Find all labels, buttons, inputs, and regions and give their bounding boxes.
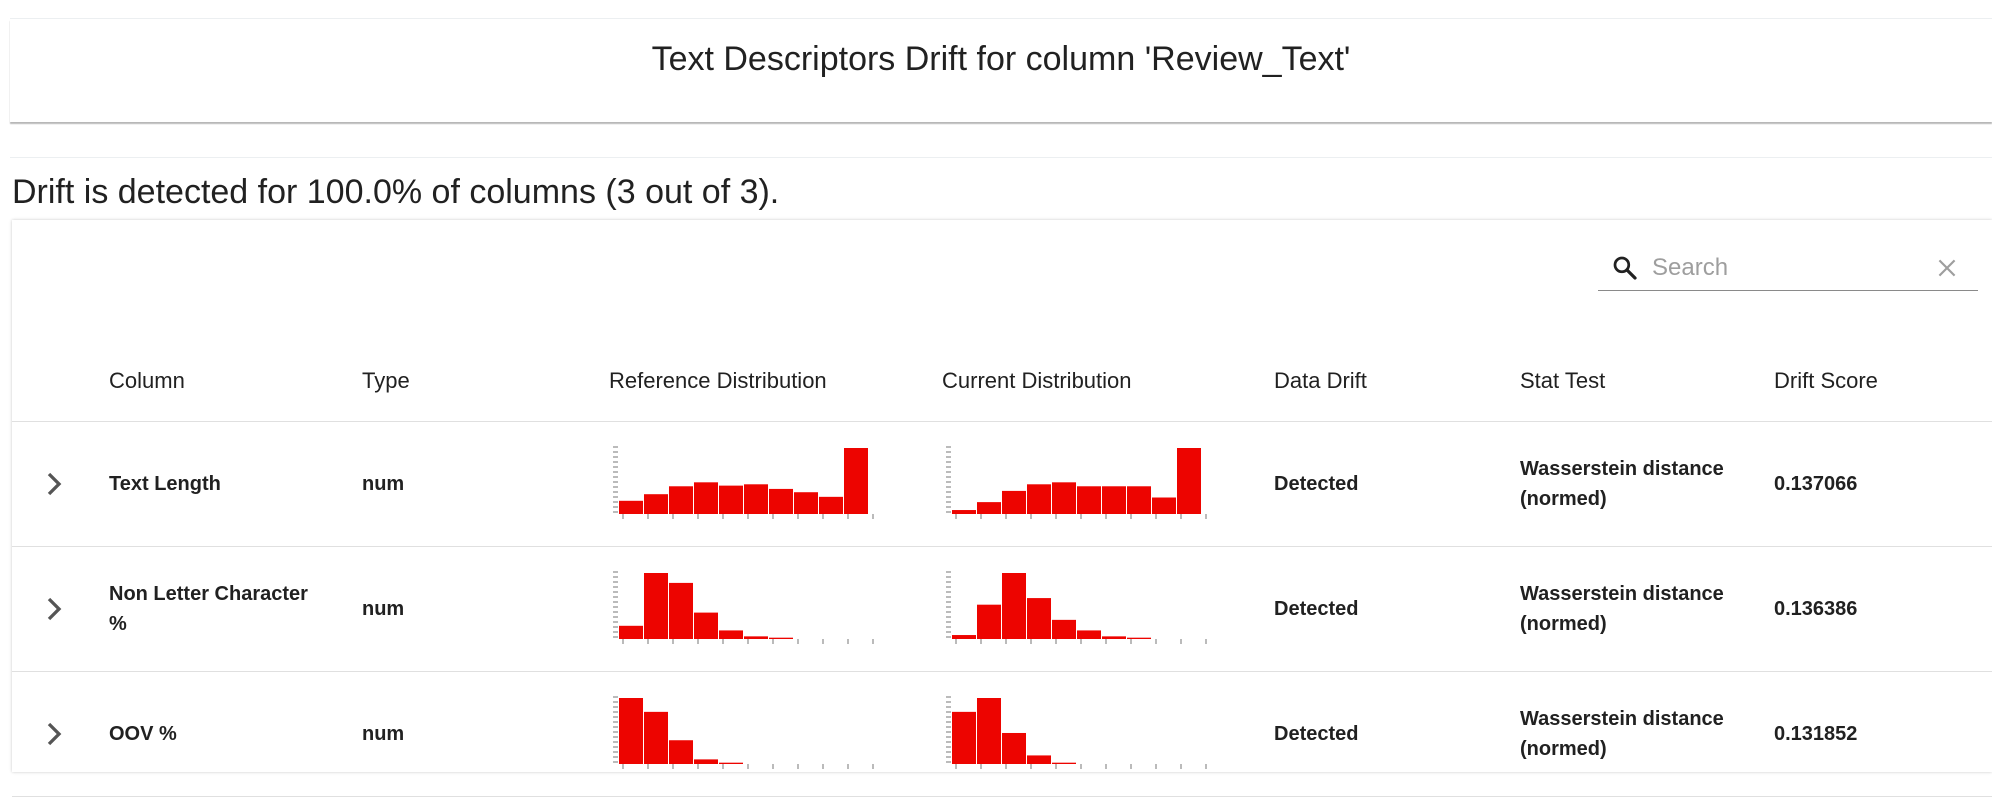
page-title: Text Descriptors Drift for column 'Revie… <box>651 40 1351 78</box>
histogram-bar <box>952 510 976 514</box>
histogram-bar <box>1002 490 1026 514</box>
histogram-bar <box>1027 755 1051 764</box>
drift-score: 0.136386 <box>1774 597 1858 620</box>
histogram-bar <box>1177 448 1201 514</box>
header-drift-score[interactable]: Drift Score <box>1774 368 1878 393</box>
current-distribution-histogram <box>946 571 1207 644</box>
header-type[interactable]: Type <box>362 368 410 393</box>
histogram-bar <box>769 637 793 639</box>
current-distribution-histogram <box>946 446 1207 519</box>
histogram-bar <box>794 492 818 514</box>
histogram-bar <box>769 488 793 514</box>
histogram-bar <box>819 496 843 514</box>
header-data-drift[interactable]: Data Drift <box>1274 368 1367 393</box>
drift-score: 0.137066 <box>1774 472 1858 495</box>
histogram-bar <box>719 485 743 514</box>
column-name: OOV % <box>109 722 177 745</box>
histogram-bar <box>644 711 668 764</box>
histogram-bar <box>669 582 693 639</box>
column-name: Text Length <box>109 472 221 495</box>
histogram-bar <box>619 625 643 639</box>
table-row: Non Letter Character % num Detected Wass… <box>12 547 1992 672</box>
histogram-bar <box>1002 732 1026 764</box>
current-distribution-histogram <box>946 696 1207 769</box>
histogram-bar <box>669 486 693 514</box>
histogram-bar <box>977 502 1001 514</box>
chevron-right-icon[interactable] <box>34 462 74 506</box>
header-column[interactable]: Column <box>109 368 185 393</box>
drift-status: Detected <box>1274 472 1359 495</box>
column-name: Non Letter Character % <box>109 583 308 635</box>
histogram-bar <box>1027 484 1051 514</box>
column-type: num <box>362 472 405 495</box>
header-current-distribution[interactable]: Current Distribution <box>942 368 1132 393</box>
histogram-bar <box>1127 637 1151 639</box>
histogram-bar <box>1027 598 1051 639</box>
header-panel: Text Descriptors Drift for column 'Revie… <box>10 19 1992 122</box>
histogram-bar <box>644 494 668 514</box>
drift-summary: Drift is detected for 100.0% of columns … <box>12 173 780 211</box>
histogram-bar <box>1077 630 1101 639</box>
chevron-right-icon[interactable] <box>34 712 74 756</box>
histogram-bar <box>694 482 718 514</box>
search-icon <box>1613 256 1637 280</box>
histogram-bar <box>694 759 718 764</box>
histogram-bar <box>1002 573 1026 639</box>
histogram-bar <box>1102 486 1126 514</box>
histogram-bar <box>669 740 693 764</box>
drift-status: Detected <box>1274 597 1359 620</box>
top-divider <box>10 18 1992 19</box>
table-row: OOV % num Detected Wasserstein distance … <box>12 672 1992 797</box>
histogram-bar <box>1052 762 1076 764</box>
reference-distribution-histogram <box>613 696 874 769</box>
histogram-bar <box>694 612 718 639</box>
histogram-bar <box>719 762 743 764</box>
header-stat-test[interactable]: Stat Test <box>1520 368 1606 393</box>
column-type: num <box>362 597 405 620</box>
histogram-bar <box>744 636 768 639</box>
table-row: Text Length num Detected Wasserstein dis… <box>12 422 1992 547</box>
column-type: num <box>362 722 405 745</box>
stat-test: Wasserstein distance (normed) <box>1520 458 1724 510</box>
histogram-bar <box>1077 486 1101 514</box>
histogram-bar <box>1127 486 1151 514</box>
reference-distribution-histogram <box>613 571 874 644</box>
histogram-bar <box>977 698 1001 764</box>
header-reference-distribution[interactable]: Reference Distribution <box>609 368 827 393</box>
drift-table-card: Column Type Reference Distribution Curre… <box>12 220 1992 797</box>
close-icon[interactable] <box>1934 255 1960 281</box>
stat-test: Wasserstein distance (normed) <box>1520 708 1724 760</box>
histogram-bar <box>977 604 1001 639</box>
drift-status: Detected <box>1274 722 1359 745</box>
histogram-bar <box>844 448 868 514</box>
histogram-bar <box>1102 636 1126 639</box>
histogram-bar <box>1152 497 1176 514</box>
reference-distribution-histogram <box>613 446 874 519</box>
histogram-bar <box>644 573 668 639</box>
histogram-bar <box>952 635 976 639</box>
search-input[interactable] <box>1650 253 1924 283</box>
histogram-bar <box>1052 482 1076 514</box>
histogram-bar <box>619 698 643 764</box>
chevron-right-icon[interactable] <box>34 587 74 631</box>
histogram-bar <box>719 630 743 639</box>
histogram-bar <box>952 711 976 764</box>
table-header: Column Type Reference Distribution Curre… <box>12 340 1992 422</box>
histogram-bar <box>744 484 768 514</box>
drift-score: 0.131852 <box>1774 722 1858 745</box>
stat-test: Wasserstein distance (normed) <box>1520 583 1724 635</box>
histogram-bar <box>619 500 643 514</box>
histogram-bar <box>1052 619 1076 639</box>
section-divider <box>10 157 1992 158</box>
search-box[interactable] <box>1598 246 1978 291</box>
